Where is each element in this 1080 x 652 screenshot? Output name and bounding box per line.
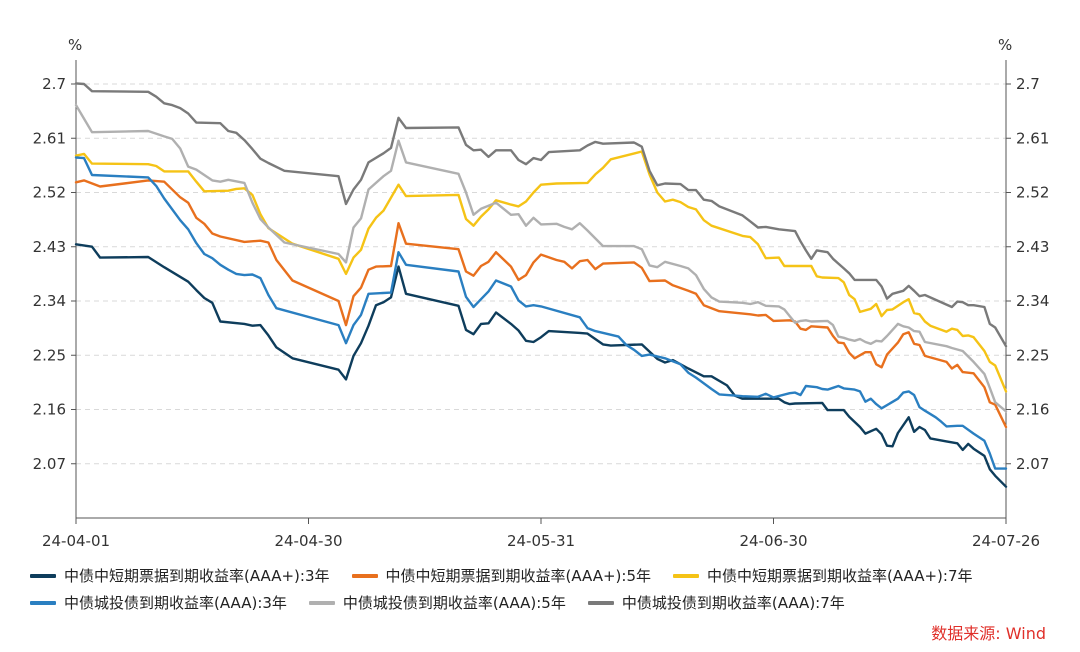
- legend-item: 中债中短期票据到期收益率(AAA+):7年: [673, 565, 973, 586]
- y-tick-label-right: 2.07: [1016, 455, 1049, 473]
- tick-labels: 2.07 2.07 2.16 2.16 2.25 2.25 2.34 2.34 2.43 2.43…: [33, 36, 1050, 550]
- series-lines: [74, 82, 1008, 488]
- legend-label: 中债中短期票据到期收益率(AAA+):7年: [707, 567, 973, 585]
- legend-label: 中债中短期票据到期收益率(AAA+):5年: [385, 567, 652, 585]
- y-tick-label-right: 2.52: [1016, 184, 1049, 202]
- legend-label: 中债城投债到期收益率(AAA):3年: [64, 594, 287, 612]
- y-tick-label-left: 2.16: [33, 401, 66, 419]
- y-tick-label-left: 2.7: [42, 75, 66, 93]
- legend-row-2: 中债城投债到期收益率(AAA):3年 中债城投债到期收益率(AAA):5年 中债…: [30, 589, 1070, 616]
- legend-item: 中债城投债到期收益率(AAA):7年: [587, 592, 845, 613]
- yield-line-chart: 2.07 2.07 2.16 2.16 2.25 2.25 2.34 2.34 2.43 2.43…: [33, 36, 1050, 550]
- y-tick-label-right: 2.43: [1016, 238, 1049, 256]
- legend-item: 中债城投债到期收益率(AAA):3年: [30, 592, 287, 613]
- y-tick-label-right: 2.34: [1016, 292, 1049, 310]
- y-tick-label-left: 2.43: [33, 238, 66, 256]
- series-line-1: [74, 243, 1008, 488]
- legend: 中债中短期票据到期收益率(AAA+):3年 中债中短期票据到期收益率(AAA+)…: [30, 562, 1070, 616]
- series-line-4: [74, 156, 1008, 470]
- legend-item: 中债中短期票据到期收益率(AAA+):5年: [351, 565, 652, 586]
- series-line-2: [74, 179, 1008, 429]
- legend-row-1: 中债中短期票据到期收益率(AAA+):3年 中债中短期票据到期收益率(AAA+)…: [30, 562, 1070, 589]
- y-tick-label-left: 2.07: [33, 455, 66, 473]
- y-tick-label-right: 2.7: [1016, 75, 1040, 93]
- legend-item: 中债城投债到期收益率(AAA):5年: [308, 592, 566, 613]
- legend-label: 中债城投债到期收益率(AAA):5年: [342, 594, 566, 612]
- legend-swatch: [30, 573, 56, 578]
- axes: [71, 60, 1011, 524]
- y-tick-label-left: 2.52: [33, 184, 66, 202]
- series-line-5: [74, 103, 1008, 413]
- series-line-6: [74, 82, 1008, 348]
- y-unit-left: %: [68, 36, 82, 54]
- legend-swatch: [673, 573, 699, 578]
- x-tick-label: 24-04-01: [42, 532, 110, 550]
- gridlines: [76, 83, 1006, 465]
- y-tick-label-right: 2.25: [1016, 346, 1049, 364]
- legend-swatch: [30, 600, 56, 605]
- y-unit-right: %: [998, 36, 1012, 54]
- source-note: 数据来源: Wind: [931, 624, 1046, 643]
- y-tick-label-right: 2.16: [1016, 401, 1049, 419]
- y-tick-label-left: 2.34: [33, 292, 66, 310]
- legend-label: 中债城投债到期收益率(AAA):7年: [621, 594, 845, 612]
- x-tick-label: 24-05-31: [507, 532, 575, 550]
- x-tick-label: 24-04-30: [274, 532, 342, 550]
- y-tick-label-left: 2.61: [33, 129, 66, 147]
- legend-swatch: [308, 600, 335, 605]
- y-tick-label-left: 2.25: [33, 346, 66, 364]
- legend-item: 中债中短期票据到期收益率(AAA+):3年: [30, 565, 330, 586]
- legend-swatch: [587, 600, 614, 605]
- x-tick-label: 24-06-30: [739, 532, 807, 550]
- legend-swatch: [351, 573, 378, 578]
- y-tick-label-right: 2.61: [1016, 129, 1049, 147]
- x-tick-label: 24-07-26: [972, 532, 1040, 550]
- legend-label: 中债中短期票据到期收益率(AAA+):3年: [64, 567, 330, 585]
